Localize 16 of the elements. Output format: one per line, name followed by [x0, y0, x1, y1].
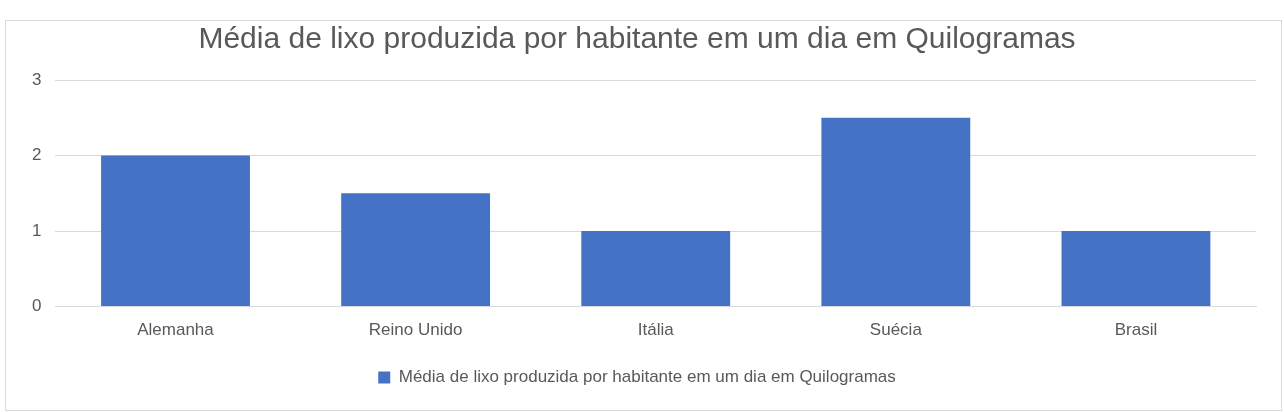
bar — [581, 231, 731, 307]
y-tick-label: 3 — [31, 69, 42, 89]
y-tick-label: 1 — [31, 220, 42, 240]
y-tick-label: 2 — [31, 145, 42, 165]
x-tick-label: Reino Unido — [368, 320, 463, 340]
x-tick-label: Brasil — [1114, 320, 1158, 340]
bar — [1061, 231, 1211, 307]
chart-title: Média de lixo produzida por habitante em um dia em Quilogramas — [198, 21, 1076, 55]
x-tick-label: Suécia — [869, 320, 923, 340]
x-tick-label: Alemanha — [137, 320, 215, 340]
bar — [821, 117, 971, 307]
bar — [101, 155, 250, 307]
x-tick-label: Itália — [637, 320, 675, 340]
y-tick-label: 0 — [31, 296, 42, 316]
bar — [341, 193, 491, 307]
legend-label: Média de lixo produzida por habitante em um dia em Quilogramas — [398, 367, 896, 387]
